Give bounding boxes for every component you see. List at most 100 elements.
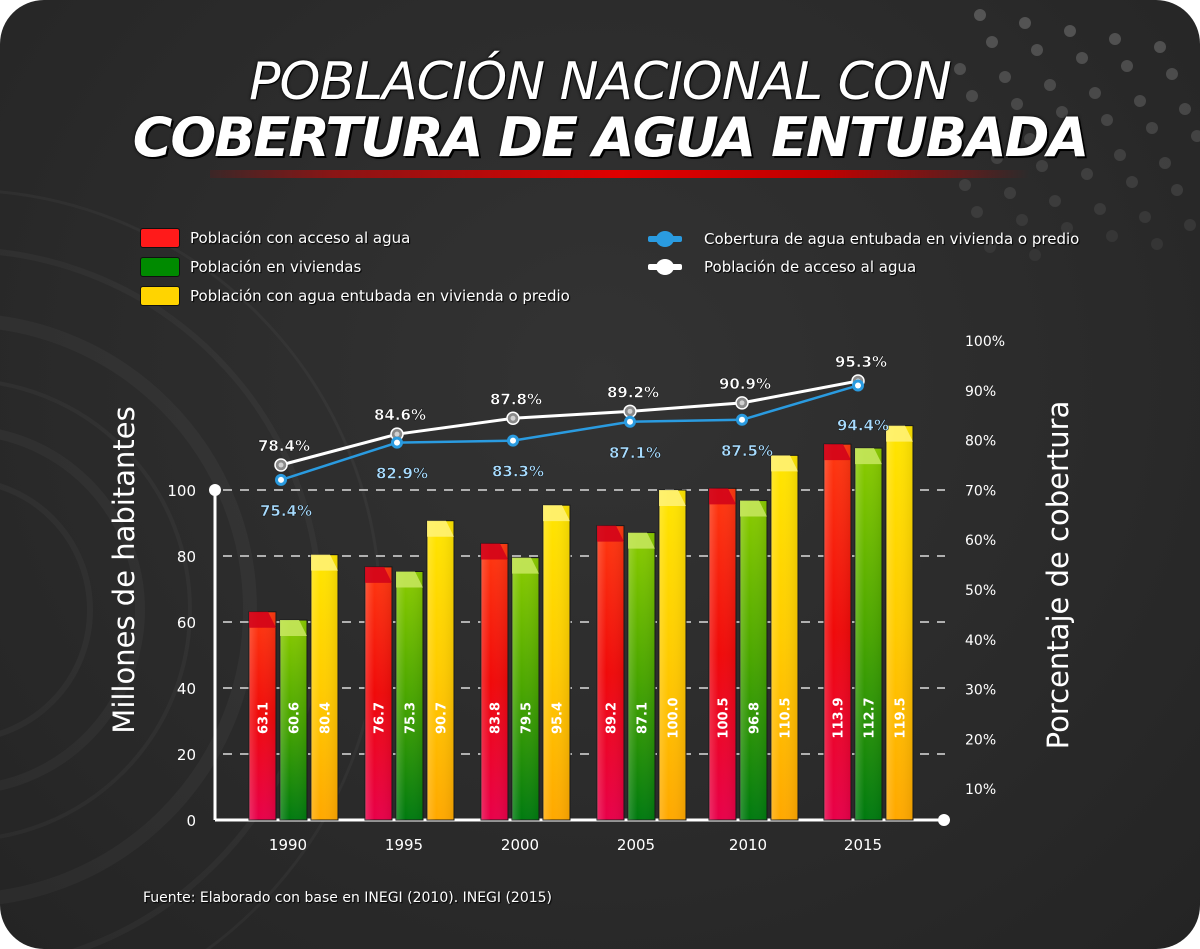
x-tick-label: 1990 (269, 836, 307, 854)
x-axis-end-dot (938, 814, 950, 826)
decor-dot (1061, 222, 1073, 234)
line-value-label: 78.4% (258, 437, 310, 455)
bar-shine (396, 571, 423, 820)
bar-poblaci-n-en-viviendas-2015: 112.7 (854, 447, 883, 821)
title-line-1: POBLACIÓN NACIONAL CON (249, 52, 952, 112)
title-line-2: COBERTURA DE AGUA ENTUBADA (132, 106, 1090, 169)
legend-label: Población con acceso al agua (190, 229, 411, 247)
x-tick-label: 2010 (729, 836, 767, 854)
bar-shine (628, 532, 655, 820)
bar-value-label: 100.0 (667, 697, 682, 738)
y2-tick-label: 30% (965, 683, 996, 699)
bar-shine (855, 448, 882, 820)
y-tick-label: 80 (177, 548, 196, 566)
bar-shine (427, 520, 454, 820)
legend-swatch-green (140, 257, 180, 277)
bar-shine (512, 557, 539, 820)
bar-bevel (855, 448, 882, 465)
bar-shine (481, 543, 508, 820)
line-value-label: 90.9% (719, 375, 771, 393)
decor-dot (1106, 230, 1118, 242)
decor-dot (1171, 184, 1183, 196)
legend-label: Cobertura de agua entubada en vivienda o… (704, 230, 1080, 248)
y-tick-label: 40 (177, 680, 196, 698)
line-cobertura-entubada (280, 384, 859, 482)
bar-shine (543, 505, 570, 820)
bar-poblaci-n-con-agua-entubada-en-vivienda-o-predio-2000: 95.4 (542, 504, 571, 821)
bar-value-label: 83.8 (489, 702, 504, 734)
legend-line-marker-blue (648, 231, 682, 247)
legend-line-marker-white (648, 259, 682, 275)
bar-poblaci-n-con-agua-entubada-en-vivienda-o-predio-2010: 110.5 (770, 454, 799, 821)
bar-poblaci-n-en-viviendas-2005: 87.1 (627, 532, 656, 821)
bar-shine (886, 425, 913, 820)
bar-poblaci-n-con-acceso-al-agua-2010: 100.5 (708, 487, 737, 821)
bar-poblaci-n-con-acceso-al-agua-2005: 89.2 (596, 525, 625, 821)
decor-dot (959, 179, 971, 191)
line-point-center (627, 408, 633, 414)
y-axis-end-dot (209, 484, 221, 496)
decor-dot (1081, 168, 1093, 180)
decor-dot (1019, 17, 1031, 29)
decor-dot (1069, 141, 1081, 153)
bar-poblaci-n-con-acceso-al-agua-2015: 113.9 (823, 443, 852, 821)
decor-dot (1154, 41, 1166, 53)
bar-bevel (543, 505, 570, 522)
decor-dot (966, 90, 978, 102)
x-tick-label: 2015 (844, 836, 882, 854)
line-value-label: 75.4% (260, 502, 312, 520)
line-point-center (394, 431, 400, 437)
bar-bevel (709, 488, 736, 505)
y2-tick-label: 60% (965, 533, 996, 549)
line-point-center (510, 415, 516, 421)
y2-tick-label: 10% (965, 782, 996, 798)
line-value-label: 87.8% (490, 390, 542, 408)
line-value-label: 82.9% (376, 465, 428, 483)
decor-dot (1031, 44, 1043, 56)
bar-poblaci-n-en-viviendas-1990: 60.6 (279, 619, 308, 821)
y2-tick-label: 20% (965, 732, 996, 748)
bar-value-label: 110.5 (779, 697, 794, 738)
bar-bevel (512, 557, 539, 574)
x-tick-label: 2000 (501, 836, 539, 854)
decor-dot (1166, 68, 1178, 80)
bar-value-label: 89.2 (605, 702, 620, 734)
bar-poblaci-n-en-viviendas-2010: 96.8 (739, 500, 768, 821)
decor-dot (979, 125, 991, 137)
decor-dot (1056, 106, 1068, 118)
bar-shine (280, 620, 307, 820)
bar-poblaci-n-con-acceso-al-agua-1995: 76.7 (364, 566, 393, 821)
bar-value-label: 96.8 (748, 702, 763, 734)
bar-value-label: 60.6 (288, 702, 303, 734)
line-point-center (510, 437, 516, 444)
source-note: Fuente: Elaborado con base en INEGI (201… (143, 890, 553, 906)
bar-bevel (886, 425, 913, 442)
decor-dot (1121, 60, 1133, 72)
decor-dot (1114, 149, 1126, 161)
bar-value-label: 79.5 (520, 702, 535, 734)
y2-axis-title: Porcentaje de cobertura (1041, 401, 1075, 750)
line-point-center (278, 462, 284, 468)
bar-value-label: 100.5 (717, 697, 732, 738)
bar-shine (740, 500, 767, 820)
bar-value-label: 90.7 (435, 702, 450, 734)
decor-dot (1089, 87, 1101, 99)
bar-shine (597, 525, 624, 820)
line-value-label: 84.6% (374, 406, 426, 424)
decor-dot (1029, 249, 1041, 261)
line-point-center (739, 400, 745, 406)
x-tick-label: 1995 (385, 836, 423, 854)
line-value-label: 87.5% (721, 442, 773, 460)
decor-dot (1109, 33, 1121, 45)
legend-item-cobertura-line: Cobertura de agua entubada en vivienda o… (648, 230, 1079, 248)
bar-bevel (396, 571, 423, 588)
legend-item-viviendas: Población en viviendas (140, 257, 361, 277)
bar-poblaci-n-con-acceso-al-agua-1990: 63.1 (248, 611, 277, 821)
decor-dot (971, 206, 983, 218)
decor-dot (1076, 52, 1088, 64)
decor-dot (1036, 160, 1048, 172)
bar-poblaci-n-con-agua-entubada-en-vivienda-o-predio-1990: 80.4 (310, 554, 339, 821)
legend-label: Población de acceso al agua (704, 258, 917, 276)
bar-poblaci-n-con-agua-entubada-en-vivienda-o-predio-2015: 119.5 (885, 425, 914, 821)
